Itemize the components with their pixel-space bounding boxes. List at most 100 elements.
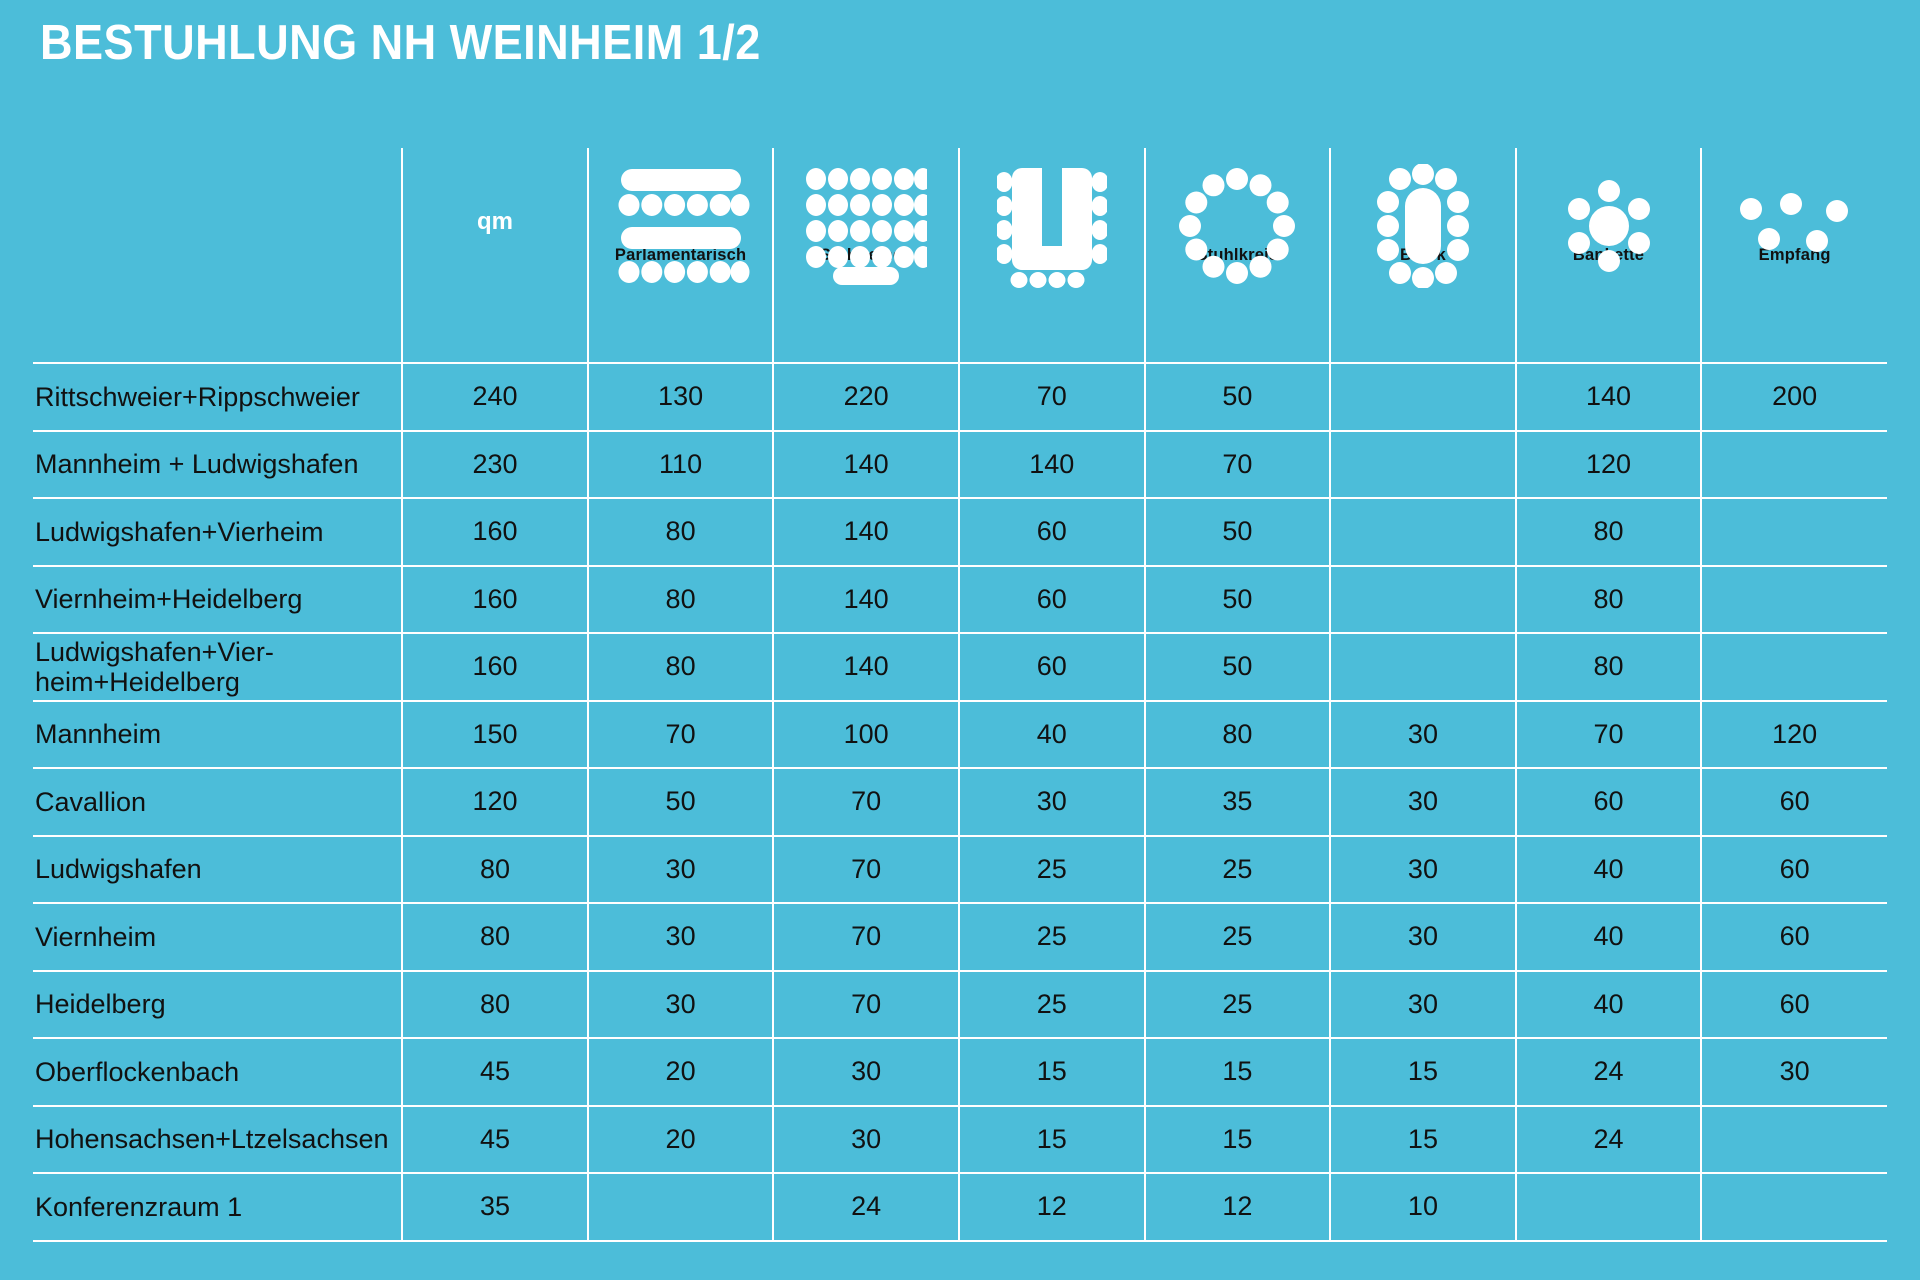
row-label-cell: Hohensachsen+Ltzelsachsen	[33, 1104, 403, 1173]
table-header-row: qm	[33, 148, 1887, 363]
cell-stuhlkreis: 35	[1143, 767, 1331, 836]
header-u-form: U-Form	[957, 148, 1145, 363]
table-row: Ludwigshafen 80 30 70 25 25 30 40 60	[33, 834, 1887, 903]
cell-qm: 160	[401, 632, 588, 701]
cell-u_form: 15	[957, 1037, 1145, 1106]
row-label-cell: Cavallion	[33, 767, 403, 836]
cell-parlamentarisch: 80	[586, 497, 774, 566]
cell-qm: 120	[401, 767, 588, 836]
cell-parlamentarisch: 70	[586, 699, 774, 768]
row-label-cell: Mannheim + Ludwigshafen	[33, 429, 403, 498]
cell-stuhlreihen: 140	[772, 564, 959, 633]
cell-parlamentarisch: 50	[586, 767, 774, 836]
row-label-line: Oberflockenbach	[35, 1056, 240, 1087]
row-label-cell: Heidelberg	[33, 969, 403, 1038]
row-label-line: Heidelberg	[35, 989, 166, 1020]
cell-bankette: 60	[1514, 767, 1702, 836]
cell-stuhlreihen: 70	[772, 767, 959, 836]
cell-u_form: 12	[957, 1172, 1145, 1242]
header-qm-label: qm	[476, 208, 513, 235]
cell-empfang: 200	[1700, 362, 1887, 431]
cell-stuhlreihen: 70	[772, 902, 959, 971]
table-row: Hohensachsen+Ltzelsachsen 45 20 30 15 15 15 24	[33, 1104, 1887, 1173]
row-label-line: Hohensachsen+Ltzelsachsen	[35, 1124, 389, 1155]
cell-stuhlreihen: 70	[772, 969, 959, 1038]
cell-qm: 80	[401, 902, 588, 971]
header-stuhlkreis: Stuhlkreis	[1143, 148, 1331, 363]
table-row: Ludwigshafen+Vier-heim+Heidelberg 160 80 14…	[33, 632, 1887, 701]
row-label-cell: Ludwigshafen+Vierheim	[33, 497, 403, 566]
cell-qm: 80	[401, 834, 588, 903]
cell-parlamentarisch: 30	[586, 834, 774, 903]
cell-stuhlkreis: 50	[1143, 564, 1331, 633]
row-label-cell: Ludwigshafen	[33, 834, 403, 903]
cell-block: 15	[1329, 1037, 1516, 1106]
table-row: Mannheim + Ludwigshafen 230 110 140 140 70 120	[33, 429, 1887, 498]
table-row: Viernheim+Heidelberg 160 80 140 60 50 80	[33, 564, 1887, 633]
cell-parlamentarisch: 80	[586, 632, 774, 701]
row-label-cell: Oberflockenbach	[33, 1037, 403, 1106]
cell-u_form: 40	[957, 699, 1145, 768]
cell-bankette: 40	[1514, 902, 1702, 971]
cell-stuhlkreis: 25	[1143, 834, 1331, 903]
cell-qm: 80	[401, 969, 588, 1038]
cell-parlamentarisch: 130	[586, 362, 774, 431]
cell-bankette: 70	[1514, 699, 1702, 768]
cell-block: 30	[1329, 969, 1516, 1038]
row-label-cell: Ludwigshafen+Vier-heim+Heidelberg	[33, 632, 403, 701]
cell-block	[1329, 497, 1516, 566]
table-header: qm	[33, 148, 1887, 363]
table-row: Viernheim 80 30 70 25 25 30 40 60	[33, 902, 1887, 971]
row-label-line: Cavallion	[35, 786, 147, 817]
row-label-line: Viernheim	[35, 921, 157, 952]
cell-stuhlkreis: 80	[1143, 699, 1331, 768]
table-body: Rittschweier+Rippschweier 240 130 220 70 50 14…	[33, 362, 1887, 1242]
cell-empfang: 60	[1700, 902, 1887, 971]
cell-bankette: 24	[1514, 1037, 1702, 1106]
table-row: Cavallion 120 50 70 30 35 30 60 60	[33, 767, 1887, 836]
cell-qm: 160	[401, 564, 588, 633]
table-row: Oberflockenbach 45 20 30 15 15 15 24 30	[33, 1037, 1887, 1106]
row-label-cell: Mannheim	[33, 699, 403, 768]
header-empfang: Empfang	[1700, 148, 1887, 363]
header-stuhlreihen: Stuhlreihen	[772, 148, 959, 363]
cell-u_form: 25	[957, 969, 1145, 1038]
cell-stuhlkreis: 25	[1143, 969, 1331, 1038]
row-label-cell: Rittschweier+Rippschweier	[33, 362, 403, 431]
cell-bankette: 24	[1514, 1104, 1702, 1173]
row-label-line: Mannheim + Ludwigshafen	[35, 449, 359, 480]
cell-empfang: 60	[1700, 767, 1887, 836]
block-seating-icon	[1331, 156, 1515, 296]
seating-capacity-table: qm	[33, 148, 1887, 1242]
cell-qm: 240	[401, 362, 588, 431]
cell-u_form: 25	[957, 902, 1145, 971]
cell-block: 30	[1329, 902, 1516, 971]
row-label-line: Ludwigshafen	[35, 854, 202, 885]
header-room	[33, 148, 402, 363]
cell-block	[1329, 564, 1516, 633]
row-label-line: Viernheim+Heidelberg	[35, 584, 303, 615]
cell-empfang	[1700, 564, 1887, 633]
stuhlreihen-seating-icon	[774, 156, 958, 296]
cell-block: 30	[1329, 699, 1516, 768]
stuhlkreis-seating-icon	[1146, 156, 1330, 296]
bankette-seating-icon	[1517, 156, 1701, 296]
cell-qm: 150	[401, 699, 588, 768]
cell-stuhlreihen: 30	[772, 1037, 959, 1106]
row-label-cell: Viernheim	[33, 902, 403, 971]
cell-parlamentarisch	[586, 1172, 774, 1242]
table-row: Heidelberg 80 30 70 25 25 30 40 60	[33, 969, 1887, 1038]
cell-bankette: 80	[1514, 497, 1702, 566]
cell-bankette: 80	[1514, 632, 1702, 701]
row-label-line: Mannheim	[35, 719, 162, 750]
cell-bankette: 40	[1514, 834, 1702, 903]
cell-stuhlkreis: 15	[1143, 1104, 1331, 1173]
u-form-seating-icon	[960, 156, 1144, 296]
cell-block	[1329, 429, 1516, 498]
cell-block: 30	[1329, 767, 1516, 836]
row-label-line: Ludwigshafen+Vierheim	[35, 516, 324, 547]
cell-u_form: 60	[957, 632, 1145, 701]
cell-parlamentarisch: 30	[586, 969, 774, 1038]
cell-empfang: 120	[1700, 699, 1887, 768]
